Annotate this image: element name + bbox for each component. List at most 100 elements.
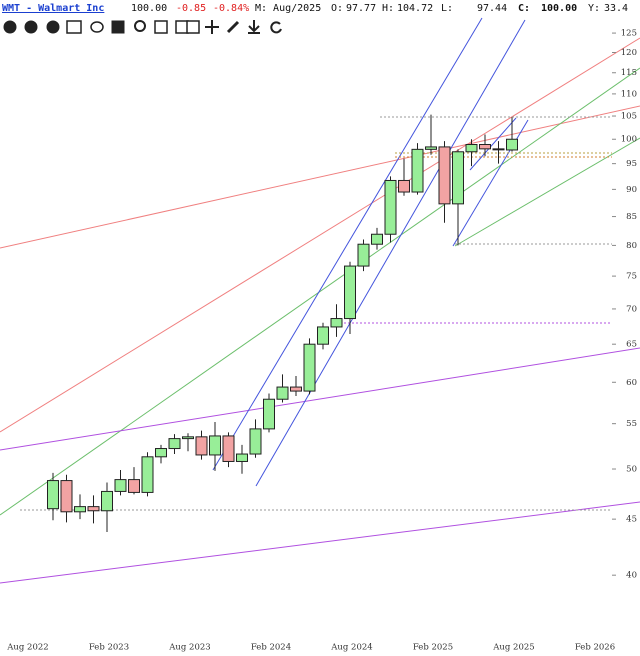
y-tick-label: 120 xyxy=(621,48,637,58)
candle-body xyxy=(101,490,113,512)
yield-label: Y: xyxy=(588,3,600,14)
candle-body xyxy=(209,435,221,456)
search-icon[interactable] xyxy=(134,20,146,32)
candle-body xyxy=(263,398,275,430)
candle-body xyxy=(384,179,397,235)
candle-body xyxy=(222,435,235,462)
close-label: C: xyxy=(518,3,530,14)
candle-body xyxy=(128,479,140,493)
plot-area xyxy=(47,114,518,533)
candle-body xyxy=(371,233,383,245)
trendline xyxy=(212,17,483,471)
x-tick-label: Feb 2024 xyxy=(251,643,291,653)
y-tick-label: 105 xyxy=(621,112,637,122)
header-background xyxy=(0,0,640,15)
y-tick-label: 125 xyxy=(621,29,637,39)
candle-body xyxy=(438,146,451,205)
candle-body xyxy=(465,144,478,153)
candle-body xyxy=(60,480,73,513)
candle-body xyxy=(182,436,194,440)
candle-body xyxy=(155,448,167,458)
candle-body xyxy=(276,386,289,400)
trendline xyxy=(469,117,517,171)
toolbar xyxy=(3,20,282,34)
zoom-in-icon[interactable] xyxy=(175,20,189,34)
y-tick-label: 55 xyxy=(626,419,637,429)
low-label: L: xyxy=(441,3,453,14)
image-icon[interactable] xyxy=(66,20,82,34)
calendar-icon[interactable] xyxy=(186,20,200,34)
list-icon[interactable] xyxy=(111,20,125,34)
candle-body xyxy=(74,506,86,513)
x-tick-label: Aug 2024 xyxy=(330,643,372,653)
period: M: Aug/2025 xyxy=(255,3,321,14)
change-percent: -0.84% xyxy=(213,3,249,14)
open-value: 97.77 xyxy=(346,3,376,14)
close-value: 100.00 xyxy=(541,3,577,14)
y-tick-label: 65 xyxy=(626,340,637,350)
candle-body xyxy=(344,265,356,320)
x-tick-label: Aug 2022 xyxy=(6,643,48,653)
settings-icon[interactable] xyxy=(24,20,38,34)
trendline xyxy=(0,37,640,433)
x-tick-label: Aug 2025 xyxy=(492,643,534,653)
zoom-out-icon[interactable] xyxy=(154,20,168,34)
candle-body xyxy=(141,456,154,493)
trendlines xyxy=(0,17,640,584)
users-icon[interactable] xyxy=(46,20,60,34)
open-label: O: xyxy=(331,3,343,14)
refresh-icon[interactable] xyxy=(270,21,282,34)
change: -0.85 xyxy=(176,3,206,14)
x-tick-label: Aug 2023 xyxy=(168,643,210,653)
trendline xyxy=(0,105,640,249)
y-tick-label: 100 xyxy=(621,135,637,145)
candle-body xyxy=(249,428,262,455)
symbol[interactable]: WMT - Walmart Inc xyxy=(2,3,104,14)
candle-body xyxy=(398,179,410,193)
y-tick-label: 40 xyxy=(626,571,637,581)
y-tick-label: 85 xyxy=(626,212,637,222)
link-icon[interactable] xyxy=(226,20,240,34)
candle-body xyxy=(168,438,181,450)
candle-body xyxy=(492,148,505,151)
x-tick-label: Feb 2023 xyxy=(89,643,129,653)
yield-value: 33.4 xyxy=(604,3,628,14)
candle-body xyxy=(479,144,491,150)
download-icon[interactable] xyxy=(248,20,260,34)
x-tick-label: Feb 2025 xyxy=(413,643,453,653)
y-tick-label: 90 xyxy=(626,185,637,195)
theme-icon[interactable] xyxy=(3,20,17,34)
y-tick-label: 60 xyxy=(626,378,637,388)
candle-body xyxy=(411,148,424,193)
y-tick-label: 70 xyxy=(626,304,637,314)
y-tick-label: 80 xyxy=(626,241,637,251)
y-tick-label: 115 xyxy=(621,68,637,78)
candle-body xyxy=(506,138,518,151)
trendline xyxy=(0,67,640,516)
candle-body xyxy=(317,326,329,345)
last-price: 100.00 xyxy=(131,3,167,14)
y-tick-label: 50 xyxy=(626,465,637,475)
candle-body xyxy=(236,453,248,462)
y-tick-label: 95 xyxy=(626,159,637,169)
candle-body xyxy=(87,506,100,512)
y-tick-label: 75 xyxy=(626,272,637,282)
trendline xyxy=(0,501,640,584)
candle-body xyxy=(330,318,343,328)
y-tick-label: 45 xyxy=(626,515,637,525)
x-tick-label: Feb 2026 xyxy=(575,643,615,653)
high-label: H: xyxy=(382,3,394,14)
y-tick-label: 110 xyxy=(621,89,637,99)
candle-body xyxy=(195,436,208,456)
trendline xyxy=(454,137,640,247)
move-icon[interactable] xyxy=(205,20,219,34)
candle-body xyxy=(357,243,370,267)
candle-body xyxy=(290,386,302,392)
trendline xyxy=(0,347,640,451)
candle-body xyxy=(452,151,464,205)
comment-icon[interactable] xyxy=(90,21,104,33)
trendline xyxy=(255,19,526,487)
candle-body xyxy=(425,146,437,150)
